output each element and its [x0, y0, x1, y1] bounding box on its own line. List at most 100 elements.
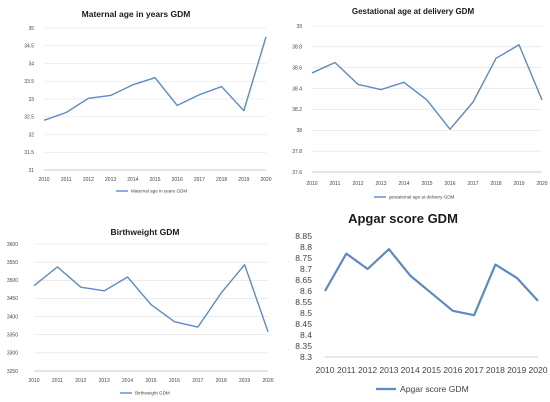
- x-tick-label: 2012: [83, 177, 94, 183]
- x-tick-label: 2018: [486, 365, 505, 375]
- x-tick-label: 2018: [216, 378, 227, 384]
- legend-label: Maternal age in years GDM: [131, 189, 187, 194]
- y-tick-label: 8.45: [295, 319, 312, 329]
- chart-birthweight: Birthweight GDM 3250 3300 3350 3400 3450 3500 3…: [0, 200, 275, 402]
- series-line: [33, 263, 269, 333]
- y-tick-label: 8.4: [300, 330, 312, 340]
- data-point: [324, 290, 326, 292]
- chart-maternal-age: Maternal age in years GDM 31 31.5 32 32.5 33 3…: [0, 0, 272, 194]
- y-tick-label: 8.7: [300, 264, 312, 274]
- data-point: [132, 84, 134, 86]
- x-tick-label: 2019: [513, 181, 524, 187]
- y-tick-label: 8.3: [300, 352, 312, 362]
- data-point: [380, 88, 382, 90]
- data-point: [220, 292, 222, 294]
- chart-birthweight-svg: Birthweight GDM 3250 3300 3350 3400 3450 3500 3…: [7, 227, 274, 396]
- x-tick-label: 2012: [358, 365, 377, 375]
- x-tick-label: 2013: [105, 177, 116, 183]
- x-tick-label: 2017: [467, 181, 478, 187]
- data-point: [173, 320, 175, 322]
- data-point: [472, 101, 474, 103]
- chart-maternal-age-svg: Maternal age in years GDM 31 31.5 32 32.5 33 3…: [24, 9, 272, 194]
- y-tick-label: 3600: [7, 242, 18, 248]
- data-point: [449, 128, 451, 130]
- data-point: [267, 331, 269, 333]
- data-point: [109, 94, 111, 96]
- data-point: [403, 81, 405, 83]
- x-tick-label: 2010: [306, 181, 317, 187]
- y-tick-label: 3350: [7, 332, 18, 338]
- chart-apgar-score-svg: Apgar score GDM8.38.358.48.458.58.558.68…: [295, 211, 548, 394]
- data-point: [103, 290, 105, 292]
- x-tick-label: 2011: [330, 181, 341, 187]
- y-tick-label: 33: [28, 97, 34, 103]
- data-point: [541, 99, 543, 101]
- chart-title: Maternal age in years GDM: [82, 9, 191, 19]
- y-tick-label: 8.35: [295, 341, 312, 351]
- data-point: [220, 85, 222, 87]
- data-point: [87, 97, 89, 99]
- y-tick-label: 32.5: [24, 115, 34, 121]
- x-tick-label: 2014: [127, 177, 138, 183]
- y-tick-label: 8.65: [295, 275, 312, 285]
- chart-title: Apgar score GDM: [348, 211, 458, 226]
- x-tick-label: 2011: [52, 378, 63, 384]
- y-tick-label: 35: [28, 26, 34, 32]
- data-point: [65, 111, 67, 113]
- x-tick-label: 2019: [239, 378, 250, 384]
- x-tick-label: 2017: [192, 378, 203, 384]
- x-tick-label: 2014: [122, 378, 133, 384]
- x-tick-label: 2011: [337, 365, 356, 375]
- x-tick-label: 2010: [315, 365, 334, 375]
- y-tick-label: 8.75: [295, 253, 312, 263]
- y-tick-label: 3250: [7, 369, 18, 375]
- data-point: [473, 314, 475, 316]
- x-tick-label: 2020: [260, 177, 271, 183]
- y-tick-label: 31: [28, 168, 34, 174]
- data-point: [494, 263, 496, 265]
- y-tick-label: 8.6: [300, 286, 312, 296]
- data-point: [516, 277, 518, 279]
- chart-title: Birthweight GDM: [111, 227, 180, 237]
- y-tick-label: 34: [28, 61, 34, 67]
- x-tick-label: 2016: [444, 181, 455, 187]
- x-tick-label: 2016: [443, 365, 462, 375]
- y-tick-label: 37.8: [292, 149, 302, 155]
- y-tick-label: 3300: [7, 351, 18, 357]
- y-tick-label: 37.6: [292, 170, 302, 176]
- y-tick-label: 38: [296, 128, 302, 134]
- data-point: [452, 310, 454, 312]
- data-point: [80, 286, 82, 288]
- x-tick-label: 2017: [465, 365, 484, 375]
- series-line: [311, 44, 543, 130]
- x-tick-label: 2019: [238, 177, 249, 183]
- x-tick-label: 2010: [28, 378, 39, 384]
- y-tick-label: 38.2: [292, 107, 302, 113]
- x-tick-label: 2016: [169, 378, 180, 384]
- y-tick-label: 38.8: [292, 45, 302, 51]
- series-line: [324, 248, 539, 317]
- x-tick-label: 2014: [401, 365, 420, 375]
- x-tick-label: 2020: [528, 365, 547, 375]
- data-point: [33, 285, 35, 287]
- x-tick-label: 2013: [99, 378, 110, 384]
- y-tick-label: 34.5: [24, 44, 34, 50]
- data-point: [198, 94, 200, 96]
- data-point: [518, 44, 520, 46]
- legend-label: Birthweight GDM: [135, 391, 170, 396]
- x-tick-label: 2015: [422, 365, 441, 375]
- x-tick-label: 2010: [38, 177, 49, 183]
- data-point: [426, 99, 428, 101]
- x-tick-label: 2018: [490, 181, 501, 187]
- x-tick-label: 2013: [375, 181, 386, 187]
- data-point: [126, 276, 128, 278]
- data-point: [409, 274, 411, 276]
- y-tick-label: 3450: [7, 296, 18, 302]
- y-tick-label: 8.55: [295, 297, 312, 307]
- y-tick-label: 38.4: [292, 86, 302, 92]
- x-tick-label: 2016: [172, 177, 183, 183]
- x-tick-label: 2011: [61, 177, 72, 183]
- data-point: [357, 83, 359, 85]
- y-tick-label: 8.5: [300, 308, 312, 318]
- y-tick-label: 33.5: [24, 79, 34, 85]
